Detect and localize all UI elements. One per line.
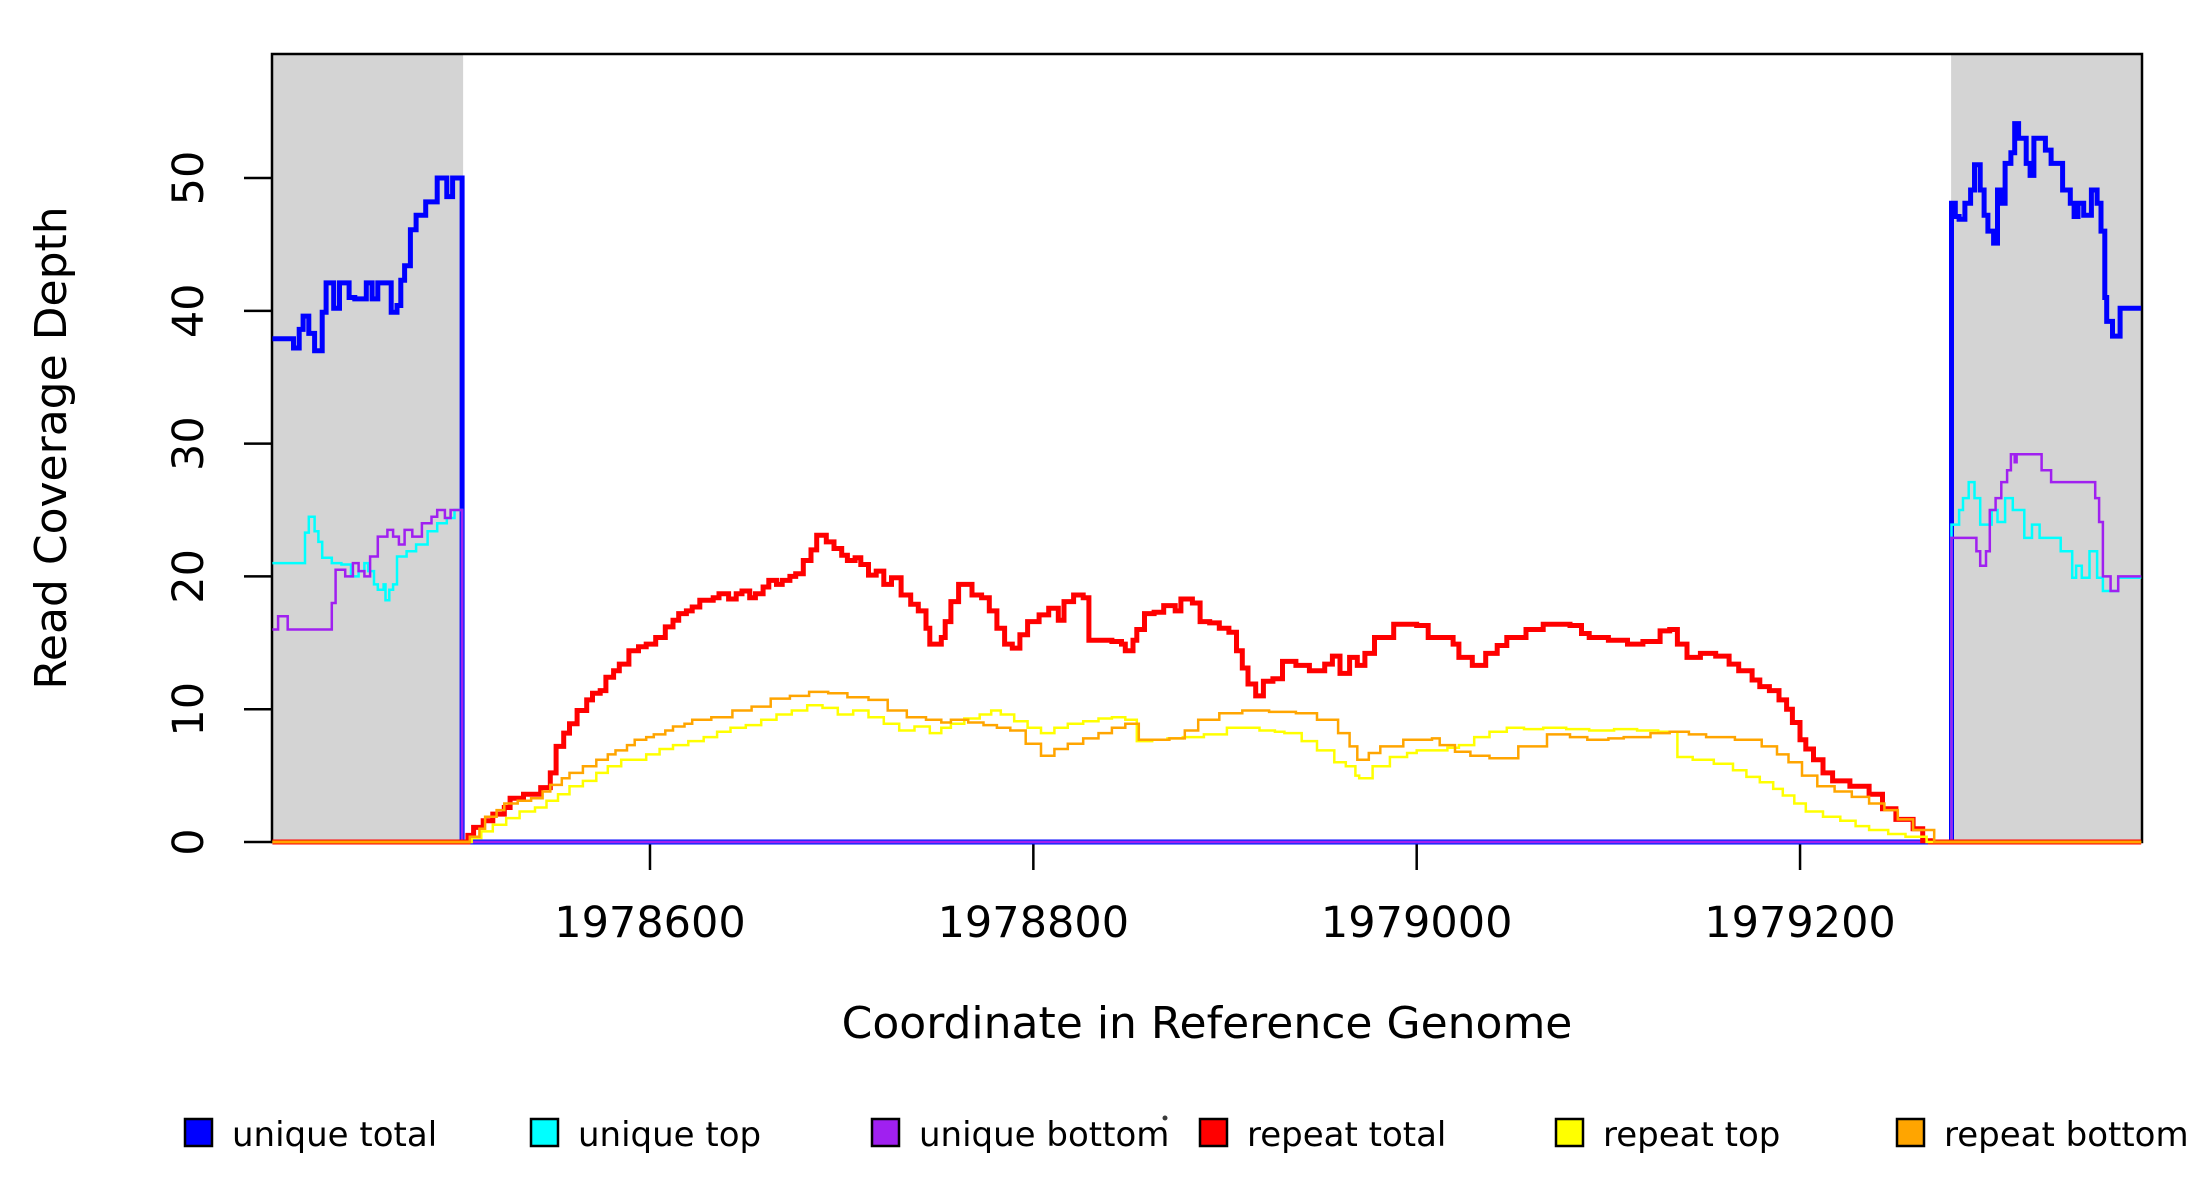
x-tick-label: 1979200 xyxy=(1704,898,1896,948)
y-tick-label: 10 xyxy=(164,682,214,737)
series-line-unique-bottom xyxy=(272,452,2142,844)
y-tick-label: 40 xyxy=(164,283,214,338)
legend-swatch-unique-bottom xyxy=(870,1117,901,1148)
shaded-unique-region-right xyxy=(1951,54,2142,842)
stray-dot xyxy=(1162,1115,1168,1121)
y-tick-label: 30 xyxy=(164,416,214,471)
series-line-repeat-bottom xyxy=(272,690,2142,844)
y-axis-title: Read Coverage Depth xyxy=(26,206,77,689)
shaded-unique-region-left xyxy=(272,54,464,842)
legend-label-repeat-bottom: repeat bottom xyxy=(1944,1115,2189,1155)
legend-label-unique-bottom: unique bottom xyxy=(919,1115,1169,1155)
legend-label-repeat-total: repeat total xyxy=(1247,1115,1446,1155)
series-line-repeat-total xyxy=(272,532,2142,845)
legend-swatch-repeat-top xyxy=(1554,1117,1585,1148)
y-tick-label: 0 xyxy=(164,828,214,855)
legend-label-repeat-top: repeat top xyxy=(1603,1115,1780,1155)
x-tick-label: 1978800 xyxy=(938,898,1130,948)
legend-label-unique-total: unique total xyxy=(232,1115,437,1155)
x-axis-title: Coordinate in Reference Genome xyxy=(842,998,1573,1049)
legend-swatch-unique-total xyxy=(183,1117,214,1148)
legend-swatch-repeat-total xyxy=(1198,1117,1229,1148)
x-tick-label: 1978600 xyxy=(554,898,746,948)
series-line-unique-total xyxy=(272,121,2142,845)
x-tick-label: 1979000 xyxy=(1321,898,1513,948)
y-tick-label: 20 xyxy=(164,549,214,604)
legend-swatch-repeat-bottom xyxy=(1895,1117,1926,1148)
y-tick-label: 50 xyxy=(164,151,214,206)
legend-label-unique-top: unique top xyxy=(578,1115,761,1155)
legend-swatch-unique-top xyxy=(529,1117,560,1148)
series-line-repeat-top xyxy=(272,703,2142,844)
